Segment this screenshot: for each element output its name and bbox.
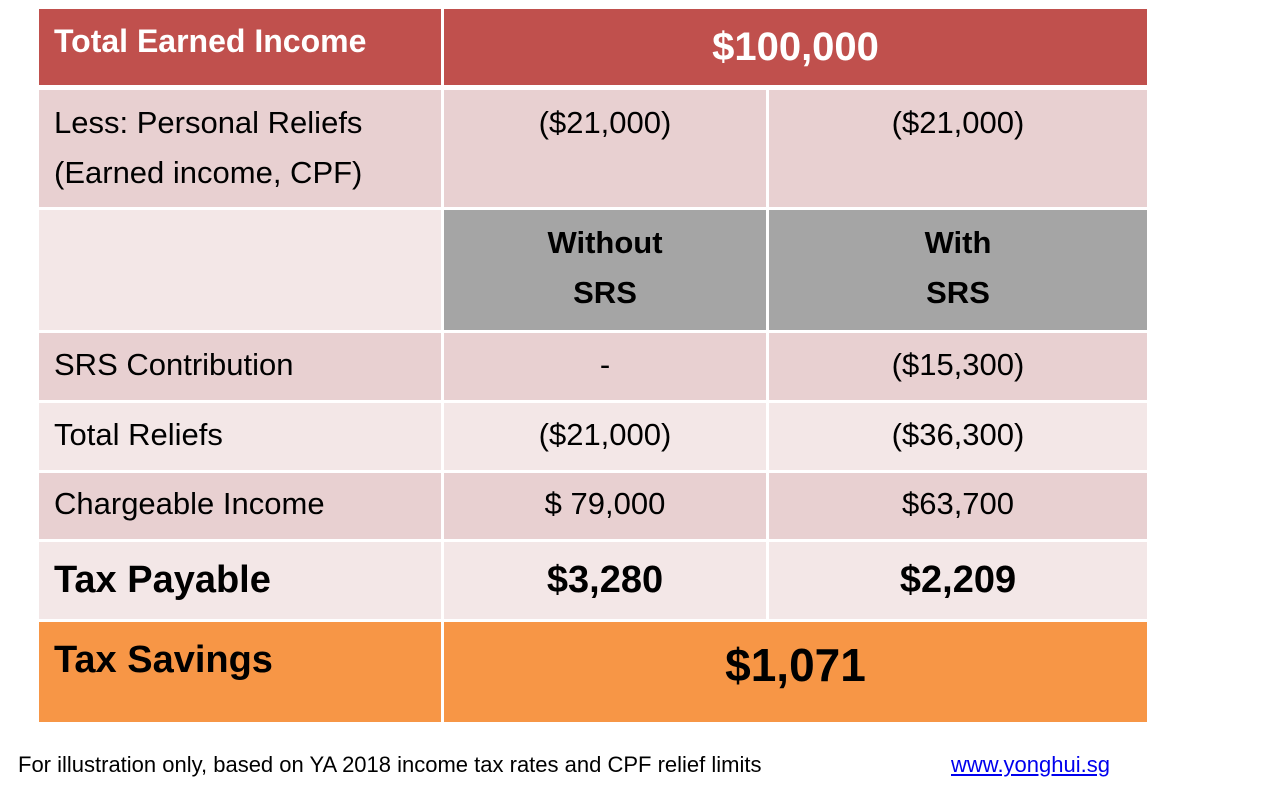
personal-reliefs-label: Less: Personal Reliefs (Earned income, C…: [39, 90, 441, 207]
row-label: Chargeable Income: [39, 473, 441, 539]
total-earned-income-label: Total Earned Income: [39, 9, 441, 85]
website-link[interactable]: www.yonghui.sg: [951, 752, 1110, 777]
tax-savings-value: $1,071: [444, 622, 1147, 722]
empty-cell: [39, 210, 441, 330]
row-with: ($36,300): [769, 403, 1147, 470]
tax-payable-with: $2,209: [769, 542, 1147, 619]
column-header-without-srs: Without SRS: [444, 210, 766, 330]
footnote: For illustration only, based on YA 2018 …: [18, 752, 762, 777]
total-earned-income-value: $100,000: [444, 9, 1147, 85]
tax-savings-label: Tax Savings: [39, 622, 441, 722]
personal-reliefs-without: ($21,000): [444, 90, 766, 207]
tax-payable-label: Tax Payable: [39, 542, 441, 619]
row-label: Total Reliefs: [39, 403, 441, 470]
personal-reliefs-with: ($21,000): [769, 90, 1147, 207]
row-with: ($15,300): [769, 333, 1147, 400]
row-without: -: [444, 333, 766, 400]
tax-payable-without: $3,280: [444, 542, 766, 619]
column-header-with-srs: With SRS: [769, 210, 1147, 330]
row-label: SRS Contribution: [39, 333, 441, 400]
row-with: $63,700: [769, 473, 1147, 539]
row-without: $ 79,000: [444, 473, 766, 539]
row-without: ($21,000): [444, 403, 766, 470]
